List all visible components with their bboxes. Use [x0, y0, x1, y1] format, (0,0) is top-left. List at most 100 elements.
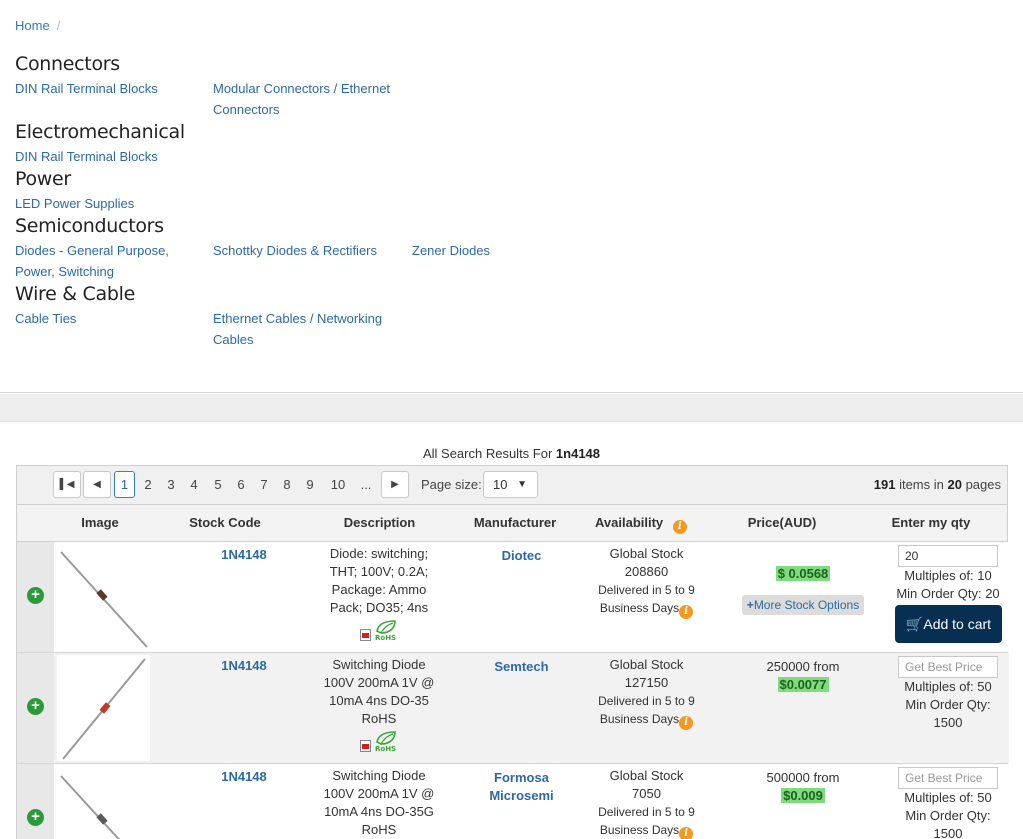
multiples-text: Multiples of: 50 [904, 679, 992, 694]
page-number[interactable]: 10 [330, 477, 346, 492]
first-page-button[interactable]: ▌◀ [53, 471, 81, 498]
page-size-value: 10 [493, 477, 508, 492]
multiples-text: Multiples of: 10 [904, 568, 992, 583]
stock-code-link[interactable]: 1N4148 [221, 658, 267, 673]
stock-quantity: 7050 [632, 786, 661, 801]
page-number[interactable]: 4 [190, 477, 198, 492]
category-link[interactable]: DIN Rail Terminal Blocks [15, 81, 158, 96]
info-icon[interactable]: i [672, 520, 687, 534]
stock-quantity: 208860 [624, 564, 669, 579]
page-size-label: Page size: [421, 477, 482, 492]
pager: ▌◀ ◀ 1 2 3 4 5 6 7 8 9 10 ... ▶ Page siz… [16, 465, 1008, 505]
category-link[interactable]: Diodes - General Purpose, Power, Switchi… [15, 243, 169, 279]
availability-cell: Global Stock 127150 Delivered in 5 to 9 … [594, 656, 699, 730]
column-header-description[interactable]: Description [343, 515, 416, 530]
column-header-qty: Enter my qty [891, 515, 971, 530]
availability-label: Availability [595, 515, 664, 530]
product-description: Switching Diode 100V 200mA 1V @ 10mA 4ns… [319, 767, 439, 839]
page-number[interactable]: 3 [167, 477, 175, 492]
availability-cell: Global Stock 208860 Delivered in 5 to 9 … [594, 545, 699, 619]
next-page-icon: ▶ [391, 479, 399, 490]
column-header-image[interactable]: Image [81, 515, 119, 530]
global-stock-label: Global Stock [609, 657, 684, 672]
qty-input[interactable]: Get Best Price [898, 767, 998, 789]
stock-code-link[interactable]: 1N4148 [221, 769, 267, 784]
info-icon[interactable]: i [679, 716, 694, 730]
delivery-days-text: Business Days [599, 601, 680, 615]
breadcrumb-home-link[interactable]: Home [15, 18, 50, 33]
qty-input[interactable]: Get Best Price [898, 656, 998, 678]
category-title-wire-cable: Wire & Cable [15, 283, 135, 305]
pages-label: pages [965, 477, 1001, 492]
column-header-manufacturer[interactable]: Manufacturer [473, 515, 557, 530]
category-link[interactable]: Schottky Diodes & Rectifiers [213, 243, 378, 258]
global-stock-label: Global Stock [609, 546, 684, 561]
page-size-select[interactable]: 10 ▼ [483, 471, 538, 498]
qty-input[interactable]: 20 [898, 545, 998, 567]
page-number[interactable]: 5 [214, 477, 222, 492]
page-ellipsis[interactable]: ... [360, 477, 372, 492]
category-link[interactable]: DIN Rail Terminal Blocks [15, 149, 158, 164]
product-description: Diode: switching; THT; 100V; 0.2A; Packa… [319, 545, 439, 641]
add-to-cart-label: Add to cart [923, 616, 992, 632]
manufacturer-link[interactable]: Formosa Microsemi [489, 770, 554, 803]
category-link[interactable]: LED Power Supplies [15, 196, 135, 211]
manufacturer-link[interactable]: Diotec [501, 548, 542, 563]
chevron-down-icon: ▼ [517, 479, 527, 490]
column-header-stock-code[interactable]: Stock Code [189, 515, 261, 530]
category-link[interactable]: Cable Ties [15, 311, 77, 326]
category-title-power: Power [15, 168, 71, 190]
pdf-datasheet-icon[interactable] [359, 740, 371, 752]
page-number[interactable]: 8 [283, 477, 291, 492]
more-stock-options-button[interactable]: +More Stock Options [741, 595, 865, 615]
delivery-days: Business Days i [594, 599, 699, 619]
min-order-text: Min Order Qty: 1500 [905, 808, 991, 839]
unit-price: $ 0.0568 [775, 566, 831, 581]
prev-page-button[interactable]: ◀ [83, 471, 111, 498]
qty-cell: Get Best Price Multiples of: 50 Min Orde… [894, 656, 1002, 732]
delivery-text: Delivered in 5 to 9 [598, 805, 695, 819]
page-number[interactable]: 9 [306, 477, 314, 492]
info-icon[interactable]: i [679, 827, 694, 839]
pdf-datasheet-icon[interactable] [359, 629, 371, 641]
manufacturer-link[interactable]: Semtech [494, 659, 549, 674]
stock-code-link[interactable]: 1N4148 [221, 547, 267, 562]
category-link[interactable]: Ethernet Cables / Networking Cables [213, 311, 383, 347]
column-header-availability[interactable]: Availability i [595, 505, 691, 541]
product-image[interactable] [57, 655, 150, 761]
add-to-cart-button[interactable]: 🛒Add to cart [895, 605, 1002, 643]
results-prefix: All Search Results For [422, 446, 553, 461]
product-description: Switching Diode 100V 200mA 1V @ 10mA 4ns… [319, 656, 439, 752]
expand-plus-icon[interactable]: + [27, 698, 44, 715]
expand-plus-icon[interactable]: + [27, 809, 44, 826]
column-header-price[interactable]: Price(AUD) [747, 515, 817, 530]
expand-plus-icon[interactable]: + [27, 587, 44, 604]
product-image[interactable] [57, 544, 150, 650]
rohs-icon: RoHS [375, 620, 396, 641]
page-number[interactable]: 6 [237, 477, 245, 492]
first-page-icon: ▌◀ [59, 479, 75, 490]
results-table-header: Image Stock Code Description Manufacture… [16, 505, 1008, 542]
price-cell: 500000 from $0.009 [739, 769, 867, 805]
row-expander: + [17, 764, 54, 839]
items-count: 191 [873, 477, 896, 492]
row-expander: + [17, 653, 54, 763]
page-number[interactable]: 2 [144, 477, 152, 492]
page-number-current[interactable]: 1 [114, 471, 135, 498]
unit-price: $0.0077 [777, 677, 829, 692]
plus-icon: + [746, 598, 754, 612]
delivery-days: Business Days i [594, 821, 699, 839]
category-link[interactable]: Zener Diodes [412, 243, 491, 258]
document-icons: RoHS [319, 730, 439, 752]
multiples-text: Multiples of: 50 [904, 790, 992, 805]
table-row: + 1N4148 Switching Diode 100V 200mA 1V @… [16, 764, 1009, 839]
price-break-text: 250000 from [766, 659, 840, 674]
next-page-button[interactable]: ▶ [381, 471, 409, 498]
info-icon[interactable]: i [679, 605, 694, 619]
product-image[interactable] [57, 766, 150, 839]
category-link[interactable]: Modular Connectors / Ethernet Connectors [213, 81, 391, 117]
more-stock-label: More Stock Options [753, 598, 860, 612]
svg-text:RoHS: RoHS [375, 634, 396, 641]
cart-icon: 🛒 [905, 616, 924, 632]
page-number[interactable]: 7 [260, 477, 268, 492]
